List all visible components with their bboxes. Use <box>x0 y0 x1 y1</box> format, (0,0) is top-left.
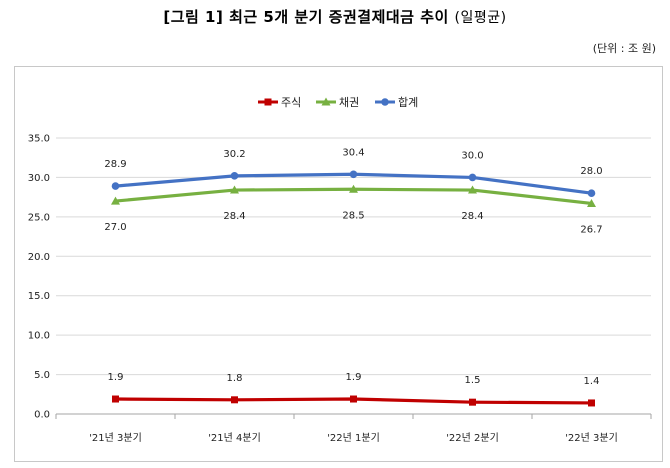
data-label: 28.4 <box>223 211 245 222</box>
x-tick-label: '22년 3분기 <box>565 432 618 444</box>
y-tick-label: 35.0 <box>28 134 50 145</box>
y-tick-label: 20.0 <box>28 252 50 263</box>
chart-title-sub: (일평균) <box>454 10 507 26</box>
data-label: 1.5 <box>465 375 481 386</box>
chart-title: [그림 1] 최근 5개 분기 증권결제대금 추이 (일평균) <box>0 6 670 27</box>
y-tick-label: 10.0 <box>28 331 50 342</box>
data-point <box>111 196 120 205</box>
data-label: 28.5 <box>342 210 364 221</box>
chart-frame: 0.0 5.0 10.0 15.0 20.0 25.0 30.0 35.0 '21년 3분기 '2… <box>14 66 663 462</box>
x-tick-label: '21년 4분기 <box>208 432 261 444</box>
y-tick-label: 30.0 <box>28 173 50 184</box>
data-point <box>231 396 238 404</box>
data-label: 30.0 <box>461 150 483 161</box>
x-tick-label: '21년 3분기 <box>89 432 142 444</box>
data-point <box>349 184 358 193</box>
legend-marker <box>264 98 272 106</box>
data-point <box>468 173 477 182</box>
data-point <box>587 198 596 207</box>
legend-label: 채권 <box>339 96 359 109</box>
legend-label: 합계 <box>398 96 418 109</box>
data-label: 28.4 <box>461 211 483 222</box>
data-point <box>469 398 476 406</box>
y-tick-label: 5.0 <box>34 370 50 381</box>
data-point <box>230 185 239 194</box>
legend-label: 주식 <box>281 96 301 109</box>
data-point <box>588 399 595 407</box>
line-chart: 0.0 5.0 10.0 15.0 20.0 25.0 30.0 35.0 '21년 3분기 '2… <box>28 96 652 444</box>
x-tick-label: '22년 2분기 <box>446 432 499 444</box>
data-point <box>349 170 358 179</box>
y-tick-label: 0.0 <box>34 410 50 421</box>
data-label: 1.9 <box>346 372 362 383</box>
x-tick-label: '22년 1분기 <box>327 432 380 444</box>
data-point <box>230 172 239 180</box>
data-point <box>350 395 357 403</box>
data-point <box>468 185 477 194</box>
legend-marker <box>381 98 389 106</box>
y-tick-label: 25.0 <box>28 212 50 223</box>
data-point <box>112 395 119 403</box>
data-label: 28.9 <box>104 159 126 170</box>
legend-marker <box>321 97 331 106</box>
chart-title-main: [그림 1] 최근 5개 분기 증권결제대금 추이 <box>163 8 449 26</box>
data-label: 27.0 <box>104 222 126 233</box>
data-label: 26.7 <box>580 224 602 235</box>
y-tick-label: 15.0 <box>28 291 50 302</box>
data-label: 1.9 <box>108 372 124 383</box>
unit-note: (단위 : 조 원) <box>592 42 656 55</box>
data-point <box>111 182 120 190</box>
data-label: 28.0 <box>580 166 602 177</box>
data-point <box>587 189 596 197</box>
data-label: 30.4 <box>342 147 364 158</box>
data-label: 1.8 <box>227 373 243 384</box>
data-label: 1.4 <box>584 376 600 387</box>
data-label: 30.2 <box>223 149 245 160</box>
